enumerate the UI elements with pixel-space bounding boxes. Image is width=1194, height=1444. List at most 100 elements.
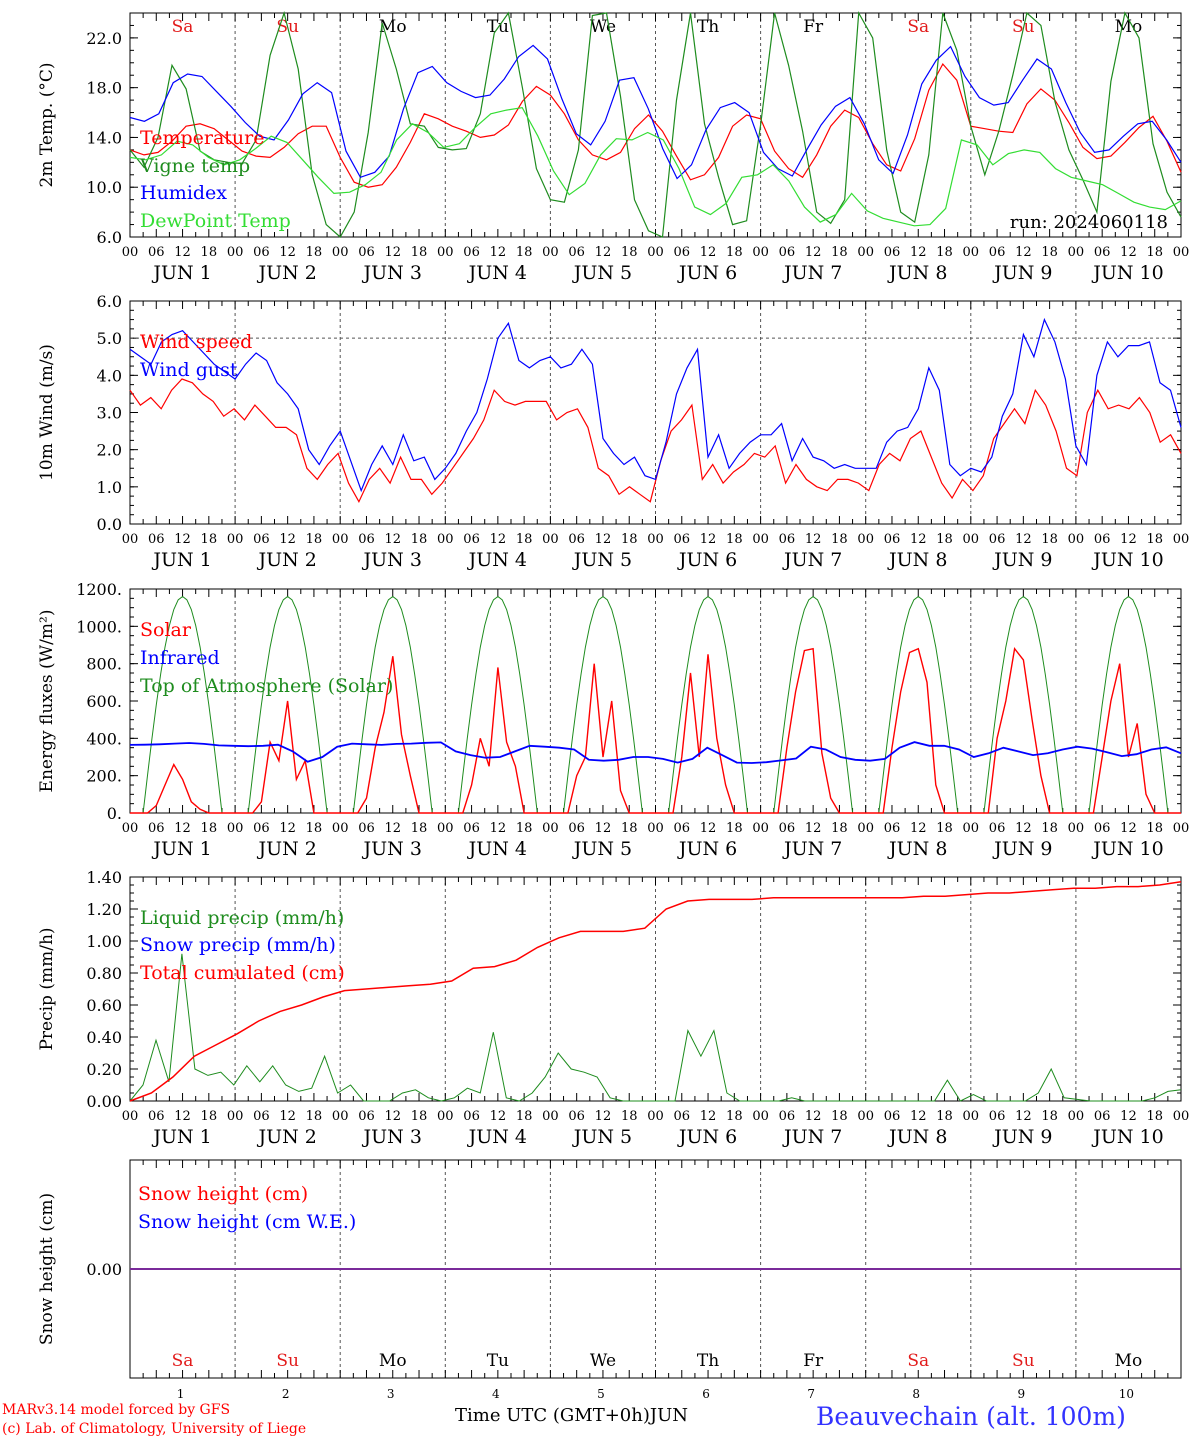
energy-hour-label: 18 xyxy=(831,821,848,836)
precip-legend-entry: Snow precip (mm/h) xyxy=(140,934,336,956)
energy-hour-label: 06 xyxy=(568,821,585,836)
energy-date-label: JUN 3 xyxy=(362,838,422,860)
temp-hour-label: 06 xyxy=(148,245,165,260)
precip-hour-label: 00 xyxy=(122,1109,139,1124)
day-name-top: We xyxy=(590,17,616,37)
energy-date-label: JUN 4 xyxy=(467,838,527,860)
energy-hour-label: 12 xyxy=(1015,821,1032,836)
wind-hour-label: 00 xyxy=(227,532,244,547)
energy-y-tick-label: 400. xyxy=(86,729,122,748)
precip-date-label: JUN 10 xyxy=(1091,1126,1163,1148)
precip-hour-label: 00 xyxy=(437,1109,454,1124)
precip-hour-label: 12 xyxy=(805,1109,822,1124)
temp-hour-label: 18 xyxy=(621,245,638,260)
wind-hour-label: 12 xyxy=(279,532,296,547)
precip-hour-label: 00 xyxy=(857,1109,874,1124)
wind-hour-label: 12 xyxy=(490,532,507,547)
temp-hour-label: 18 xyxy=(726,245,743,260)
energy-hour-label: 18 xyxy=(411,821,428,836)
wind-date-label: JUN 6 xyxy=(677,549,737,571)
energy-y-tick-label: 0. xyxy=(107,804,122,823)
precip-hour-label: 18 xyxy=(1146,1109,1163,1124)
energy-legend-entry: Infrared xyxy=(140,647,220,669)
liquid-precip-line xyxy=(129,953,1182,1102)
day-number: 1 xyxy=(177,1387,185,1401)
precip-hour-label: 12 xyxy=(1015,1109,1032,1124)
temp-hour-label: 06 xyxy=(253,245,270,260)
energy-hour-label: 12 xyxy=(910,821,927,836)
precip-hour-label: 12 xyxy=(490,1109,507,1124)
temp-hour-label: 00 xyxy=(857,245,874,260)
wind-hour-label: 00 xyxy=(963,532,980,547)
wind-date-label: JUN 5 xyxy=(572,549,632,571)
precip-hour-label: 18 xyxy=(1041,1109,1058,1124)
wind-hour-label: 06 xyxy=(148,532,165,547)
energy-hour-label: 00 xyxy=(963,821,980,836)
day-number: 5 xyxy=(597,1387,605,1401)
month-label: JUN xyxy=(649,1405,689,1426)
wind-date-label: JUN 2 xyxy=(256,549,316,571)
wind-series-line xyxy=(129,378,1182,504)
energy-hour-label: 06 xyxy=(1094,821,1111,836)
precip-hour-label: 00 xyxy=(752,1109,769,1124)
wind-hour-label: 12 xyxy=(1015,532,1032,547)
precip-hour-label: 00 xyxy=(1173,1109,1190,1124)
temp-hour-label: 12 xyxy=(805,245,822,260)
temp-hour-label: 18 xyxy=(306,245,323,260)
energy-hour-label: 00 xyxy=(437,821,454,836)
energy-hour-label: 18 xyxy=(726,821,743,836)
day-number: 6 xyxy=(702,1387,710,1401)
wind-hour-label: 00 xyxy=(542,532,559,547)
energy-y-tick-label: 800. xyxy=(86,655,122,674)
wind-y-tick-label: 0.0 xyxy=(97,515,122,534)
temp-date-label: JUN 7 xyxy=(782,262,842,284)
wind-hour-label: 18 xyxy=(936,532,953,547)
wind-hour-label: 18 xyxy=(411,532,428,547)
precip-hour-label: 00 xyxy=(1068,1109,1085,1124)
temp-hour-label: 18 xyxy=(831,245,848,260)
temp-hour-label: 06 xyxy=(463,245,480,260)
temp-hour-label: 12 xyxy=(279,245,296,260)
temp-y-tick-label: 18.0 xyxy=(86,79,122,98)
temp-hour-label: 18 xyxy=(201,245,218,260)
day-name-bottom: Sa xyxy=(172,1351,194,1371)
precip-hour-label: 18 xyxy=(621,1109,638,1124)
temp-hour-label: 12 xyxy=(1015,245,1032,260)
wind-hour-label: 00 xyxy=(857,532,874,547)
precip-hour-label: 12 xyxy=(384,1109,401,1124)
precip-legend-entry: Liquid precip (mm/h) xyxy=(140,907,344,929)
temp-y-tick-label: 14.0 xyxy=(86,128,122,147)
energy-hour-label: 06 xyxy=(253,821,270,836)
precip-legend-entry: Total cumulated (cm) xyxy=(140,962,345,984)
wind-hour-label: 06 xyxy=(253,532,270,547)
precip-y-tick-label: 0.00 xyxy=(86,1092,122,1111)
wind-hour-label: 12 xyxy=(910,532,927,547)
precip-hour-label: 00 xyxy=(963,1109,980,1124)
precip-y-tick-label: 0.20 xyxy=(86,1060,122,1079)
precip-hour-label: 12 xyxy=(595,1109,612,1124)
wind-y-tick-label: 2.0 xyxy=(97,441,122,460)
temp-hour-label: 00 xyxy=(647,245,664,260)
wind-date-label: JUN 7 xyxy=(782,549,842,571)
precip-y-tick-label: 1.20 xyxy=(86,900,122,919)
temp-date-label: JUN 6 xyxy=(677,262,737,284)
energy-date-label: JUN 9 xyxy=(992,838,1052,860)
wind-hour-label: 12 xyxy=(805,532,822,547)
temp-hour-label: 12 xyxy=(595,245,612,260)
energy-hour-label: 18 xyxy=(201,821,218,836)
temp-hour-label: 12 xyxy=(910,245,927,260)
energy-hour-label: 00 xyxy=(1068,821,1085,836)
wind-y-tick-label: 5.0 xyxy=(97,329,122,348)
energy-hour-label: 18 xyxy=(1146,821,1163,836)
temp-hour-label: 00 xyxy=(122,245,139,260)
wind-hour-label: 18 xyxy=(726,532,743,547)
precip-hour-label: 12 xyxy=(174,1109,191,1124)
wind-y-tick-label: 1.0 xyxy=(97,478,122,497)
energy-hour-label: 06 xyxy=(989,821,1006,836)
wind-hour-label: 00 xyxy=(647,532,664,547)
precip-hour-label: 06 xyxy=(674,1109,691,1124)
credit-line-2: (c) Lab. of Climatology, University of L… xyxy=(2,1421,307,1437)
precip-date-label: JUN 1 xyxy=(151,1126,211,1148)
precip-hour-label: 06 xyxy=(358,1109,375,1124)
